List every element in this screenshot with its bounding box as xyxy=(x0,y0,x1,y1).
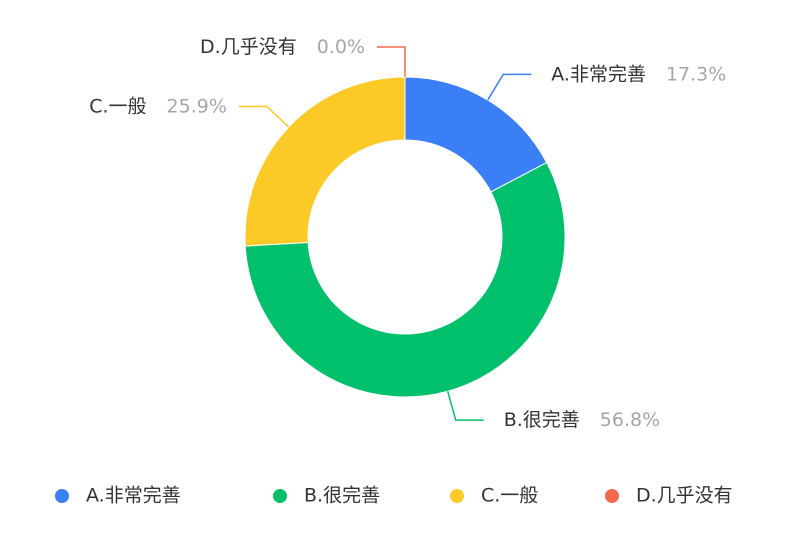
label-name: C.一般 xyxy=(89,95,146,117)
label-value: 0.0% xyxy=(317,36,365,58)
label-name: A.非常完善 xyxy=(551,63,646,85)
legend-marker xyxy=(450,489,464,503)
legend-label: B.很完善 xyxy=(304,485,380,507)
slice-label: A.非常完善 17.3% xyxy=(551,63,726,85)
legend-marker xyxy=(273,489,287,503)
label-name: B.很完善 xyxy=(504,409,580,431)
legend-label: A.非常完善 xyxy=(86,485,181,507)
slice xyxy=(244,161,566,398)
leader-line xyxy=(487,73,532,101)
leader-line xyxy=(446,390,484,421)
legend-marker xyxy=(55,489,69,503)
slice xyxy=(244,76,406,247)
label-name: D.几乎没有 xyxy=(200,36,297,58)
leader-line xyxy=(377,46,406,77)
label-value: 25.9% xyxy=(167,95,227,117)
legend-marker xyxy=(605,489,619,503)
slice-label: B.很完善 56.8% xyxy=(504,409,660,431)
label-value: 56.8% xyxy=(600,409,660,431)
slice-label: C.一般 25.9% xyxy=(89,95,227,117)
leader-line xyxy=(238,105,290,128)
slice-label: D.几乎没有 0.0% xyxy=(200,36,365,58)
label-value: 17.3% xyxy=(666,63,726,85)
legend-label: C.一般 xyxy=(481,485,538,507)
legend-label: D.几乎没有 xyxy=(636,485,733,507)
